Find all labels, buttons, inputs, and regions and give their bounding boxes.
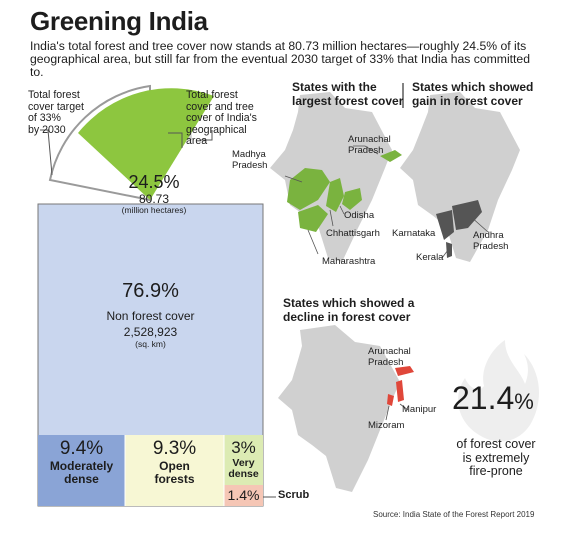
gain-cover-heading: States which showed gain in forest cover [412,80,534,108]
fire-caption: of forest cover is extremely fire-prone [456,437,536,478]
very-dense-label: 3% Very dense [228,438,259,480]
scrub-rect [224,485,263,506]
subtitle: India's total forest and tree cover now … [30,39,530,79]
label-maharashtra: Maharashtra [322,256,376,267]
fire-pct: 21.4 [452,380,515,416]
wedge-pct: 24.5% [128,172,180,192]
label-mizoram: Mizoram [368,420,405,431]
madhya-pradesh-shape [287,168,330,210]
chhattisgarh-shape [326,178,344,212]
label-arunachal-decline: Arunachal Pradesh [368,346,411,368]
scrub-pct: 1.4% [227,487,260,503]
manipur-shape [396,380,404,402]
label-kerala: Kerala [416,252,444,263]
label-madhya: Madhya Pradesh [232,149,268,171]
arunachal-shape [380,150,402,162]
non-forest-label: 76.9% Non forest cover 2,528,923 (sq. km… [38,280,263,349]
label-manipur: Manipur [402,404,437,415]
non-forest-text: Non forest cover [106,309,195,323]
map-largest-forest [270,92,402,262]
maharashtra-shape [298,205,328,232]
label-andhra: Andhra Pradesh [473,230,509,252]
decline-cover-heading: States which showed a decline in forest c… [283,296,415,324]
scrub-label: Scrub [278,489,310,501]
label-odisha: Odisha [344,210,375,221]
label-karnataka: Karnataka [392,228,436,239]
non-forest-unit: (sq. km) [135,339,166,349]
arunachal-decline-shape [395,366,414,376]
largest-cover-heading: States with the largest forest cover [292,80,404,108]
moderately-dense-label: 9.4% Moderately dense [49,438,114,486]
fire-pct-sign: % [514,389,534,414]
label-chhattisgarh: Chhattisgarh [326,228,380,239]
wedge-value: 80.73 [138,192,170,206]
map-gain-forest [400,92,520,262]
moderately-dense-rect [38,435,125,506]
source-note: Source: India State of the Forest Report… [373,510,535,519]
target-wedge [48,84,151,202]
current-note: Total forest cover and tree cover of India… [186,89,257,147]
flame-icon [458,340,539,442]
very-dense-rect [224,435,263,485]
label-arunachal: Arunachal Pradesh [348,134,391,156]
wedge-label: 24.5% 80.73 (million hectares) [112,172,196,215]
map-decline-forest [278,325,414,492]
mizoram-shape [387,394,394,406]
fire-stat: 21.4% [452,380,534,417]
andhra-shape [452,200,482,230]
odisha-shape [342,188,362,210]
karnataka-shape [436,210,454,240]
open-forests-rect [125,435,224,506]
forest-cover-wedge [78,88,214,200]
open-forests-label: 9.3% Open forests [152,438,197,486]
page-title: Greening India [30,6,208,36]
non-forest-pct: 76.9% [122,280,179,302]
target-note: Total forest cover target of 33% by 2030 [28,89,84,136]
wedge-unit: (million hectares) [121,205,187,215]
kerala-shape [446,242,452,258]
non-forest-value: 2,528,923 [123,325,178,339]
